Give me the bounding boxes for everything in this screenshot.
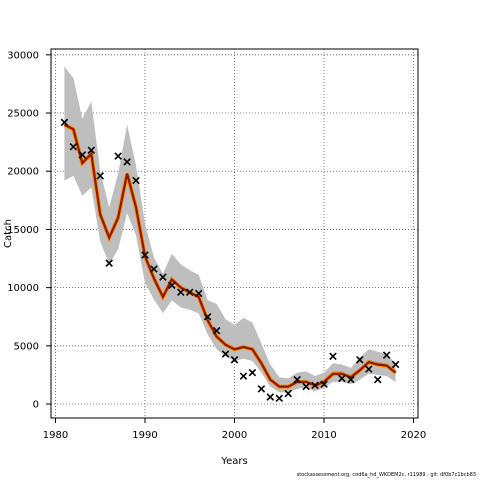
y-tick-label: 0: [33, 400, 39, 411]
observed-points: [60, 118, 400, 402]
x-tick-label: 1980: [43, 430, 68, 441]
observed-point: [212, 326, 221, 335]
observed-point: [248, 368, 257, 377]
observed-point: [141, 251, 149, 259]
observed-point: [203, 312, 212, 321]
observed-point: [69, 143, 78, 151]
observed-point: [275, 394, 284, 402]
observed-point: [194, 289, 203, 298]
y-tick-label: 20000: [7, 167, 39, 178]
y-tick-label: 30000: [7, 50, 39, 61]
observed-point: [177, 288, 185, 297]
observed-point: [382, 351, 391, 359]
observed-point: [123, 158, 131, 166]
x-tick-label: 2020: [401, 430, 426, 441]
observed-point: [168, 281, 176, 290]
footer-credit: stockassessment.org, cod6a_hd_WKDEM2c, r…: [296, 472, 476, 478]
observed-point: [338, 374, 346, 383]
observed-point: [239, 372, 248, 380]
x-axis-title: Years: [220, 456, 247, 467]
confidence-band: [64, 66, 396, 393]
axes: 1980 1990 2000 2010 2020 0 5000 10000 15000 20000…: [7, 50, 426, 441]
y-tick-label: 15000: [7, 225, 39, 236]
observed-point: [87, 146, 96, 155]
observed-point: [284, 389, 292, 398]
x-tick-label: 2010: [311, 430, 336, 441]
observed-point: [221, 350, 230, 358]
observed-point: [105, 259, 113, 267]
observed-point: [185, 288, 194, 297]
observed-point: [96, 172, 104, 180]
observed-point: [302, 382, 310, 391]
observed-point: [311, 381, 319, 390]
observed-point: [329, 352, 337, 361]
observed-point: [114, 152, 122, 160]
catch-line: [63, 123, 397, 388]
observed-point: [150, 265, 158, 273]
y-tick-label: 25000: [7, 109, 39, 120]
observed-point: [78, 151, 87, 159]
observed-point: [391, 360, 400, 369]
observed-point: [320, 380, 328, 389]
observed-point: [266, 393, 275, 401]
y-tick-label: 10000: [7, 283, 39, 294]
observed-point: [132, 176, 140, 185]
observed-point: [293, 375, 301, 384]
observed-point: [356, 356, 364, 364]
x-tick-label: 2000: [222, 430, 247, 441]
observed-point: [230, 356, 239, 364]
observed-point: [159, 273, 167, 281]
y-tick-label: 5000: [14, 341, 39, 352]
y-axis-title: Catch: [3, 219, 14, 248]
observed-point: [365, 365, 373, 373]
observed-point: [257, 385, 266, 393]
x-tick-label: 1990: [132, 430, 157, 441]
observed-point: [347, 375, 355, 384]
observed-point: [60, 118, 69, 127]
observed-point: [373, 375, 382, 384]
